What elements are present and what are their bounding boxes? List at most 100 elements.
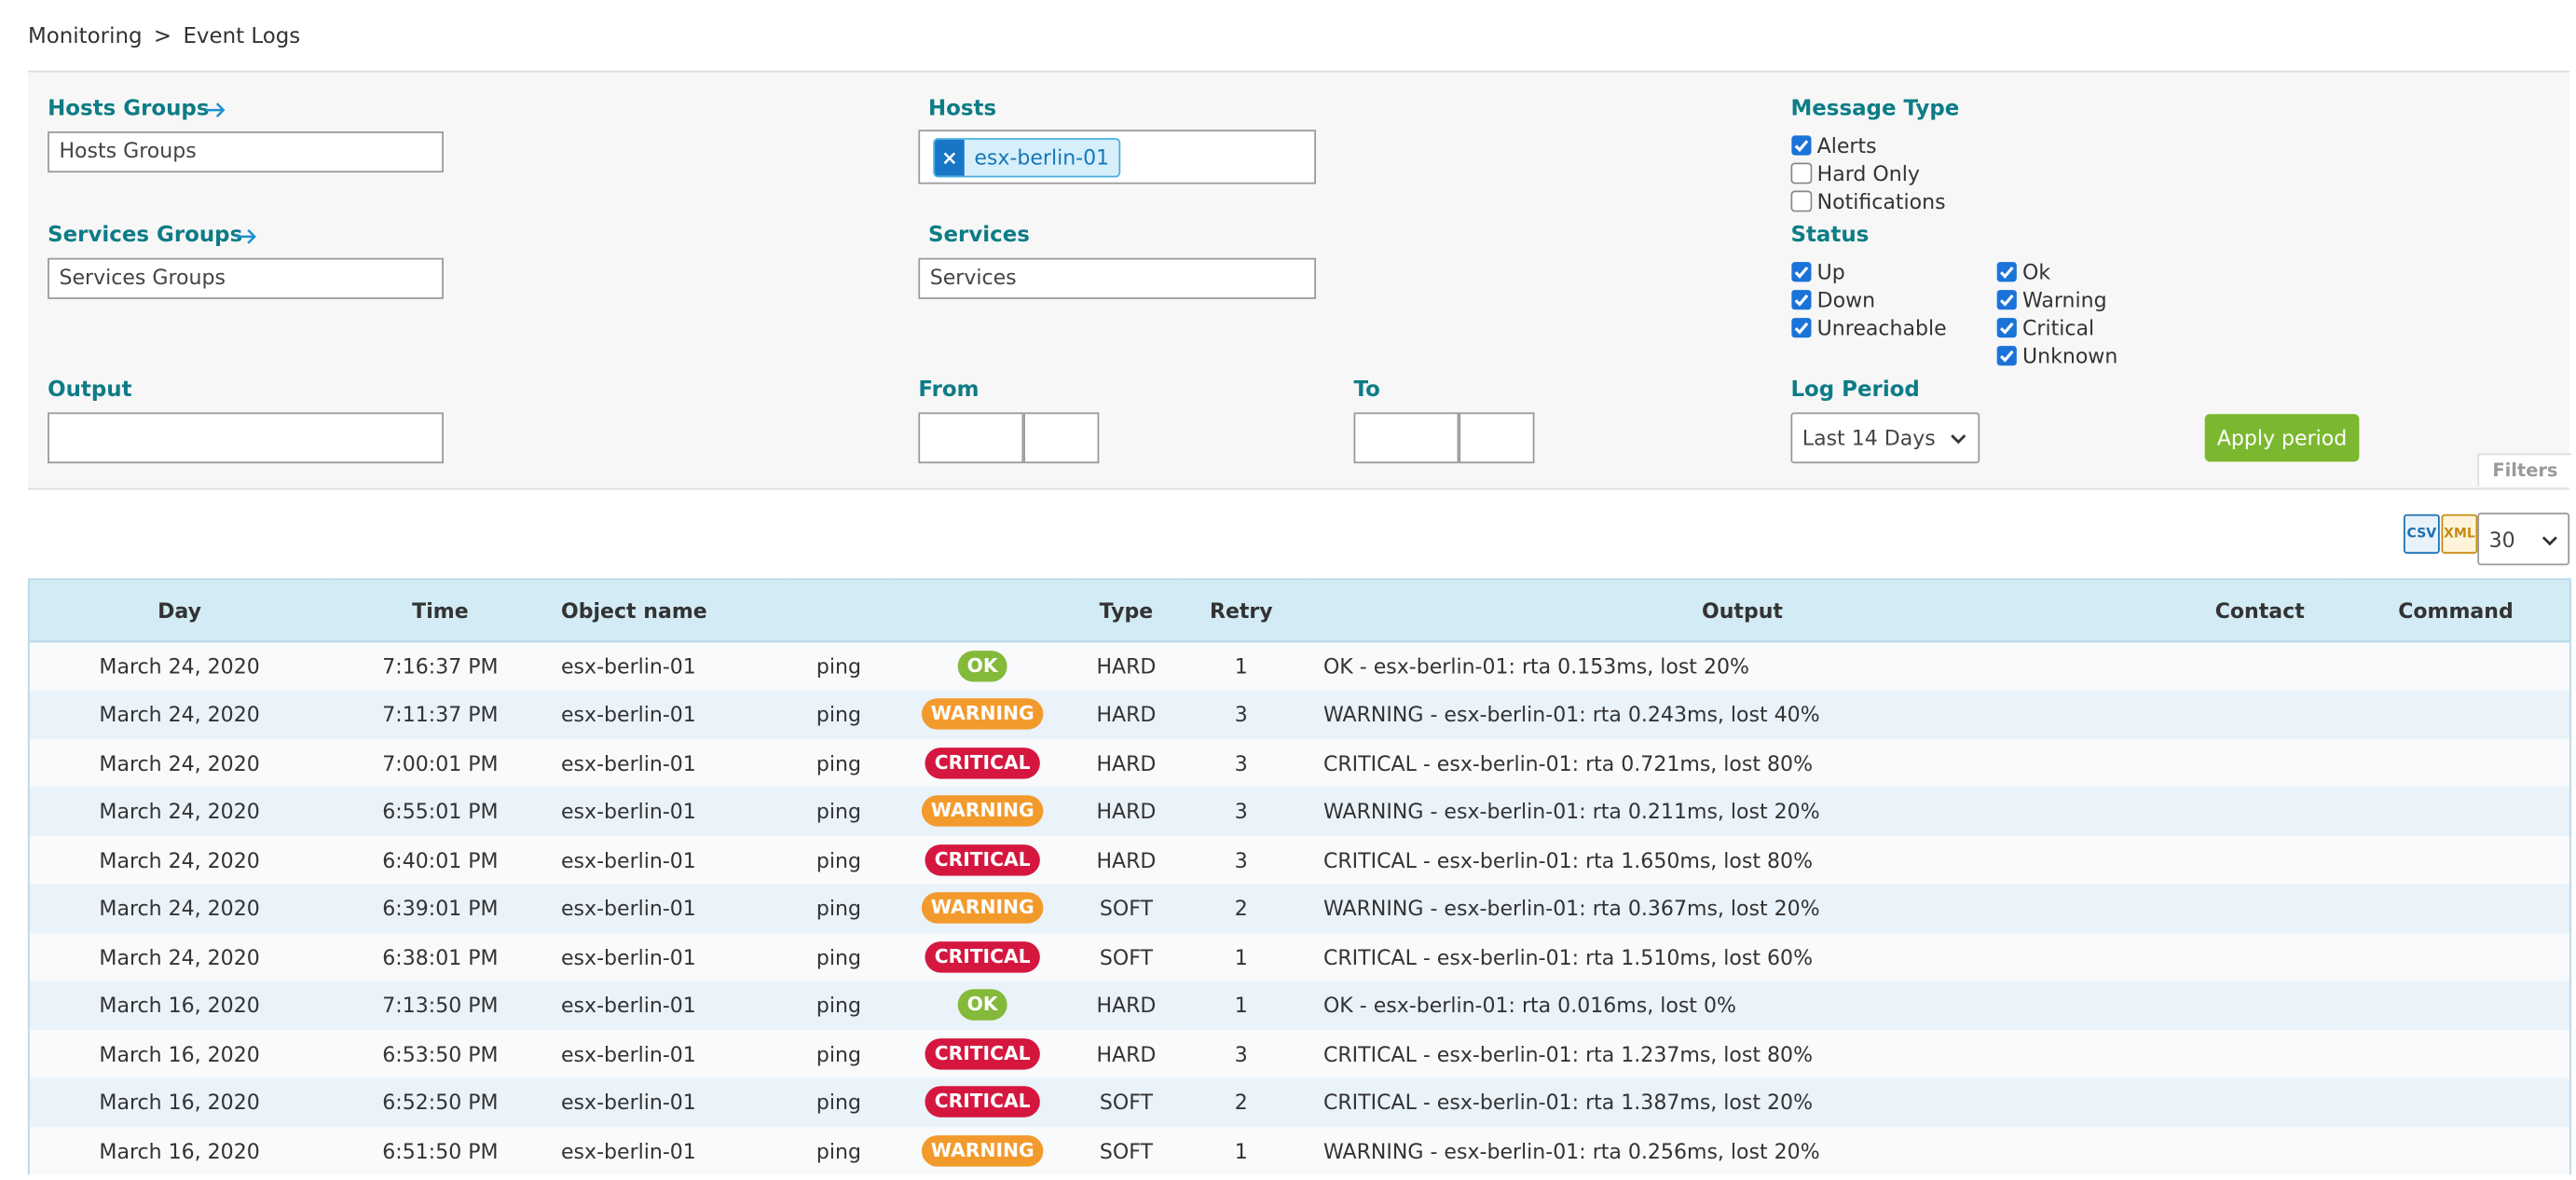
table-cell: 3 <box>1234 750 1248 775</box>
contact-cell <box>2178 787 2342 835</box>
column-header[interactable]: Type <box>1099 597 1154 624</box>
filter-label: Message Type <box>1790 97 1960 122</box>
log-row: March 24, 2020 6:38:01 PM esx-berlin-01 pin… <box>28 932 2570 981</box>
command-cell <box>2342 787 2570 835</box>
table-cell: ping <box>815 944 861 969</box>
column-header[interactable]: Contact <box>2214 597 2305 624</box>
checkbox[interactable] <box>1790 289 1812 310</box>
table-cell: 1 <box>1234 993 1248 1018</box>
text-input[interactable]: Hosts Groups <box>48 131 444 173</box>
breadcrumb-link[interactable]: Monitoring <box>27 24 143 49</box>
column-header[interactable]: Object name <box>560 597 707 624</box>
contact-cell <box>2178 1077 2342 1126</box>
time-input[interactable] <box>1023 412 1100 464</box>
checkbox-box <box>1996 262 2017 282</box>
status-badge: OK <box>957 651 1008 682</box>
select[interactable]: Last 14 Days <box>1790 412 1980 464</box>
checkbox[interactable] <box>1996 261 2018 282</box>
checkbox[interactable] <box>1996 345 2018 366</box>
checkbox[interactable] <box>1996 289 2018 310</box>
checkbox-label: Unreachable <box>1816 315 1947 340</box>
checkbox-box <box>1791 318 1812 338</box>
checkbox-option[interactable]: Down <box>1790 287 1876 312</box>
xml-export[interactable]: XML <box>2441 514 2478 555</box>
checkbox-option[interactable]: Notifications <box>1790 189 1946 213</box>
table-cell: 7:11:37 PM <box>382 702 499 727</box>
checkbox[interactable] <box>1790 190 1813 213</box>
link-arrow[interactable] <box>235 228 258 245</box>
text-input[interactable]: Services Groups <box>48 257 444 299</box>
table-cell: WARNING - esx-berlin-01: rta 0.256ms, lo… <box>1322 1138 1820 1163</box>
contact-cell <box>2178 738 2342 787</box>
column-header[interactable]: Output <box>1701 597 1783 624</box>
checkbox-label: Down <box>1816 287 1876 312</box>
table-cell: 7:13:50 PM <box>382 993 499 1018</box>
status-badge: CRITICAL <box>925 1037 1041 1070</box>
checkbox[interactable] <box>1996 317 2018 338</box>
filters-tab[interactable]: Filters <box>2477 453 2571 487</box>
page-size-select[interactable]: 30 <box>2477 512 2570 566</box>
text-input[interactable] <box>48 412 444 464</box>
table-cell: HARD <box>1096 1041 1157 1066</box>
table-cell: 6:39:01 PM <box>382 896 499 921</box>
column-header[interactable]: Day <box>158 597 201 624</box>
checkbox-option[interactable]: Alerts <box>1790 133 1877 158</box>
filter-label: To <box>1353 377 1380 403</box>
status-cell: CRITICAL <box>888 738 1077 787</box>
contact-cell <box>2178 884 2342 932</box>
date-input[interactable] <box>918 412 1024 464</box>
column-header[interactable]: Time <box>412 597 469 624</box>
filter-label: Hosts <box>927 97 997 122</box>
contact-cell <box>2178 641 2342 690</box>
table-cell: CRITICAL - esx-berlin-01: rta 0.721ms, l… <box>1322 750 1814 775</box>
checkbox-option[interactable]: Ok <box>1996 260 2050 284</box>
table-cell: ping <box>815 896 861 921</box>
select-value: Last 14 Days <box>1802 425 1936 451</box>
checkbox[interactable] <box>1790 162 1813 185</box>
multi-select[interactable]: × esx-berlin-01 <box>918 130 1317 185</box>
table-cell: 6:53:50 PM <box>382 1041 499 1066</box>
breadcrumb-current: Event Logs <box>183 24 301 49</box>
filter-label: Log Period <box>1790 377 1920 403</box>
column-header[interactable]: Retry <box>1209 597 1273 624</box>
text-input[interactable]: Services <box>918 257 1317 299</box>
command-cell <box>2342 884 2570 932</box>
checkbox-option[interactable]: Unknown <box>1996 343 2117 368</box>
checkbox[interactable] <box>1790 317 1812 338</box>
table-cell: esx-berlin-01 <box>560 1090 696 1115</box>
checkbox[interactable] <box>1790 261 1812 282</box>
checkbox-option[interactable]: Warning <box>1996 287 2107 312</box>
date-input[interactable] <box>1353 412 1459 464</box>
table-cell: CRITICAL - esx-berlin-01: rta 1.237ms, l… <box>1322 1041 1814 1066</box>
chip-remove[interactable]: × <box>935 139 965 176</box>
table-cell: March 24, 2020 <box>99 653 260 679</box>
table-cell: SOFT <box>1099 1138 1153 1163</box>
table-cell: SOFT <box>1099 1090 1153 1115</box>
check-mark <box>1999 350 2014 363</box>
table-cell: CRITICAL - esx-berlin-01: rta 1.510ms, l… <box>1322 944 1814 969</box>
status-badge: CRITICAL <box>925 747 1041 779</box>
apply-button[interactable]: Apply period <box>2204 414 2360 462</box>
checkbox[interactable] <box>1790 135 1812 157</box>
checkbox-option[interactable]: Hard Only <box>1790 161 1920 185</box>
checkbox-box <box>1791 290 1812 310</box>
checkbox-option[interactable]: Up <box>1790 260 1845 284</box>
csv-export[interactable]: CSV <box>2403 514 2440 555</box>
table-cell: SOFT <box>1099 896 1153 921</box>
column-header[interactable]: Command <box>2398 597 2514 624</box>
link-arrow[interactable] <box>204 102 227 118</box>
table-cell: esx-berlin-01 <box>560 993 696 1018</box>
filter-label: Status <box>1790 223 1870 249</box>
status-badge: WARNING <box>921 892 1045 925</box>
checkbox-option[interactable]: Unreachable <box>1790 315 1947 340</box>
check-mark <box>1794 266 1809 279</box>
table-cell: 2 <box>1234 1090 1248 1115</box>
time-input[interactable] <box>1459 412 1535 464</box>
checkbox-option[interactable]: Critical <box>1996 315 2094 340</box>
status-cell: WARNING <box>888 1126 1077 1174</box>
status-cell: WARNING <box>888 884 1077 932</box>
command-cell <box>2342 981 2570 1029</box>
status-badge: WARNING <box>921 698 1045 731</box>
filter-label: Hosts Groups <box>48 97 210 122</box>
